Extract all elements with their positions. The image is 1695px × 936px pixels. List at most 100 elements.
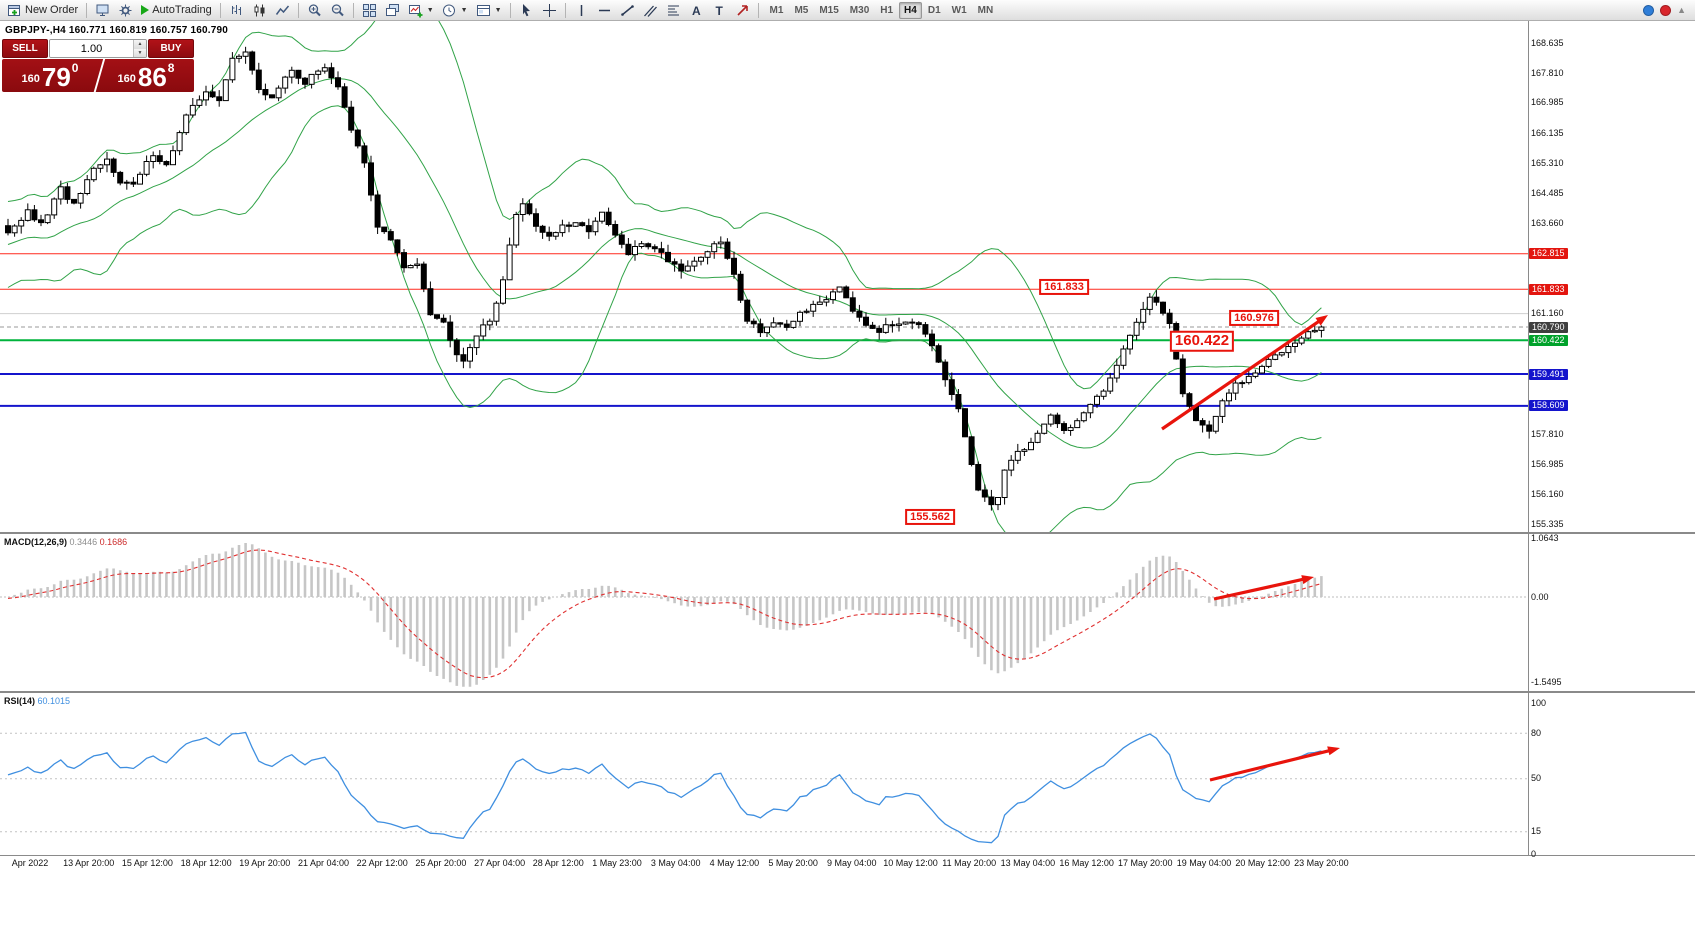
main-chart-panel[interactable]: [0, 0, 1528, 545]
toolbar-separator: [564, 2, 566, 18]
panel-separator[interactable]: [0, 532, 1695, 534]
time-axis-label: Apr 2022: [11, 858, 49, 868]
time-axis-label: 25 Apr 20:00: [415, 858, 467, 868]
trendline-button[interactable]: [616, 1, 639, 20]
price-line-label: 160.422: [1529, 334, 1568, 346]
rsi-panel[interactable]: [0, 693, 1528, 858]
zoom-out-button[interactable]: [326, 1, 349, 20]
timeframe-button-h1[interactable]: H1: [875, 2, 898, 19]
cascade-windows-button[interactable]: [381, 1, 404, 20]
trend-arrow: [1209, 748, 1331, 782]
svg-text:A: A: [692, 4, 701, 18]
time-axis-label: 13 Apr 20:00: [63, 858, 115, 868]
new-order-label: New Order: [25, 4, 79, 16]
vertical-line-button[interactable]: [570, 1, 593, 20]
trend-arrow: [1161, 319, 1321, 431]
time-axis-label: 20 May 12:00: [1235, 858, 1290, 868]
time-axis-label: 1 May 23:00: [592, 858, 642, 868]
channel-button[interactable]: [639, 1, 662, 20]
gear-icon: [119, 4, 132, 16]
sell-price[interactable]: 160 79 0: [2, 59, 98, 92]
arrows-tool-button[interactable]: [731, 1, 754, 20]
macd-panel[interactable]: [0, 534, 1528, 694]
timeframe-button-mn[interactable]: MN: [973, 2, 999, 19]
scale-tick-label: 100: [1531, 697, 1547, 708]
buy-price-pip: 8: [167, 61, 175, 75]
sell-button[interactable]: SELL: [2, 39, 48, 58]
symbol-ohlc-label: GBPJPY-,H4 160.771 160.819 160.757 160.7…: [5, 25, 229, 36]
time-axis-label: 28 Apr 12:00: [532, 858, 584, 868]
time-axis-label: 19 May 04:00: [1176, 858, 1232, 868]
scale-tick-label: 80: [1531, 727, 1542, 738]
price-line-label: 161.833: [1529, 283, 1568, 295]
zoom-out-icon: [331, 3, 344, 16]
price-callout: 161.833: [1039, 278, 1089, 296]
zoom-in-button[interactable]: [303, 1, 326, 20]
scale-tick-label: 165.310: [1531, 158, 1564, 168]
rsi-canvas[interactable]: [0, 693, 1528, 855]
price-line-label: 159.491: [1529, 368, 1568, 380]
templates-button[interactable]: ▼: [472, 1, 506, 20]
crosshair-button[interactable]: [538, 1, 561, 20]
timeframe-button-w1[interactable]: W1: [947, 2, 972, 19]
timeframe-button-m1[interactable]: M1: [765, 2, 789, 19]
alerts-icon[interactable]: [1660, 4, 1672, 16]
trend-arrow-head: [1327, 746, 1340, 756]
play-icon: [141, 5, 150, 15]
toolbar-separator: [219, 2, 221, 18]
toolbar-separator: [297, 2, 299, 18]
expert-advisors-button[interactable]: [91, 1, 114, 20]
toolbar-separator: [757, 2, 759, 18]
panel-separator[interactable]: [0, 691, 1695, 693]
fibonacci-button[interactable]: [662, 1, 685, 20]
text-button[interactable]: A: [685, 1, 708, 20]
volume-down-button[interactable]: ▼: [134, 48, 146, 57]
line-chart-button[interactable]: [271, 1, 294, 20]
scale-tick-label: 163.660: [1531, 217, 1564, 228]
autotrading-button[interactable]: AutoTrading: [137, 1, 216, 20]
template-icon: [476, 4, 490, 16]
rsi-title: RSI(14): [4, 696, 36, 706]
cursor-button[interactable]: [515, 1, 538, 20]
sell-price-prefix: 160: [21, 73, 40, 85]
macd-canvas[interactable]: [0, 534, 1528, 691]
time-axis-label: 16 May 12:00: [1059, 858, 1114, 868]
bar-chart-button[interactable]: [225, 1, 248, 20]
volume-up-button[interactable]: ▲: [134, 40, 146, 49]
label-icon: T: [715, 4, 723, 18]
zoom-in-icon: [308, 3, 321, 16]
fibonacci-icon: [667, 5, 679, 15]
time-axis-label: 27 Apr 04:00: [474, 858, 526, 868]
scale-tick-label: 155.335: [1531, 518, 1564, 529]
main-chart-canvas[interactable]: [0, 0, 1528, 545]
svg-text:T: T: [715, 4, 723, 18]
buy-price[interactable]: 160 86 8: [98, 59, 194, 92]
text-icon: A: [692, 4, 701, 18]
volume-spinner: ▲ ▼: [133, 40, 146, 57]
crosshair-icon: [542, 3, 556, 17]
buy-button[interactable]: BUY: [148, 39, 194, 58]
timeframe-button-h4[interactable]: H4: [899, 1, 922, 19]
timeframe-button-m15[interactable]: M15: [814, 2, 843, 19]
time-axis-separator: [0, 855, 1695, 856]
label-button[interactable]: T: [708, 1, 731, 20]
community-icon[interactable]: [1643, 4, 1655, 16]
chevron-down-icon: ▼: [426, 6, 434, 14]
indicators-button[interactable]: ▼: [404, 1, 438, 20]
price-line-label: 162.815: [1529, 248, 1568, 260]
horizontal-line-button[interactable]: [593, 1, 616, 20]
timeframe-button-m30[interactable]: M30: [845, 2, 874, 19]
timeframe-button-d1[interactable]: D1: [923, 2, 946, 19]
scripts-button[interactable]: [114, 1, 137, 20]
scale-tick-label: 168.635: [1531, 37, 1564, 48]
timeframe-button-m5[interactable]: M5: [789, 2, 813, 19]
tile-windows-button[interactable]: [358, 1, 381, 20]
time-axis-label: 21 Apr 04:00: [297, 858, 350, 868]
volume-input[interactable]: [50, 40, 133, 57]
time-axis-label: 10 May 12:00: [883, 858, 938, 868]
candlestick-chart-button[interactable]: [248, 1, 271, 20]
periods-button[interactable]: ▼: [438, 1, 472, 20]
trend-arrow: [1213, 577, 1305, 601]
new-order-button[interactable]: New Order: [3, 1, 82, 20]
scroll-up-icon[interactable]: ▲: [1677, 5, 1686, 15]
